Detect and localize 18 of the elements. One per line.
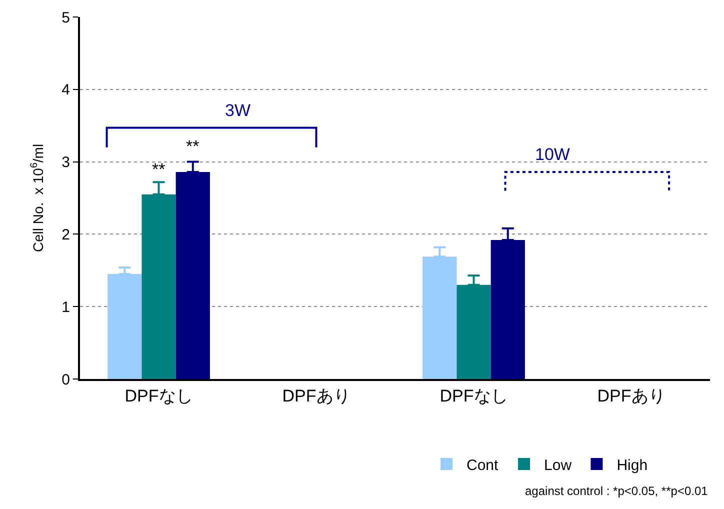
annotation: ** [152, 160, 166, 179]
legend-label: Cont [466, 456, 500, 474]
y-tick-label: 3 [62, 154, 70, 172]
x-tick-label: DPFなし [124, 386, 193, 406]
annotation: ** [186, 137, 200, 156]
annotation: 3W [225, 101, 250, 120]
y-tick-label: 0 [62, 371, 70, 388]
legend-label: High [616, 456, 648, 474]
y-tick-label: 2 [62, 226, 70, 244]
x-tick-label: DPFあり [597, 386, 666, 406]
y-tick-label: 1 [62, 298, 70, 316]
annotation: 10W [535, 145, 570, 164]
x-tick-label: DPFあり [282, 386, 350, 406]
x-tick-label: DPFなし [440, 386, 508, 406]
y-tick-label: 5 [62, 9, 70, 26]
y-tick-label: 4 [62, 82, 70, 99]
legend-label: Low [544, 456, 572, 474]
text: against control : *p<0.05, **p<0.01 [525, 484, 708, 498]
